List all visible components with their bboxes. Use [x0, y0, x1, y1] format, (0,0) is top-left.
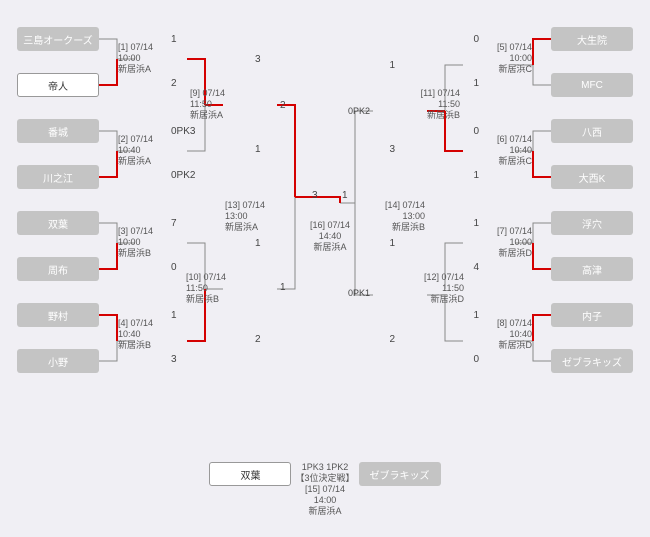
- score: 1: [473, 310, 479, 321]
- match-r12: [12] 07/1411:50新居浜D: [400, 272, 464, 305]
- score: 2: [255, 334, 261, 345]
- score: 2: [171, 78, 177, 89]
- match-r7: [7] 07/1410:00新居浜D: [472, 226, 532, 259]
- score: 1: [389, 238, 395, 249]
- score: 0: [473, 354, 479, 365]
- score: 2: [280, 100, 286, 111]
- team-left-4: 双葉: [17, 211, 99, 235]
- match-l10: [10] 07/1411:50新居浜B: [186, 272, 226, 305]
- team-left-7: 小野: [17, 349, 99, 373]
- team-right-5: 高津: [551, 257, 633, 281]
- score: 7: [171, 218, 177, 229]
- team-left-5: 周布: [17, 257, 99, 281]
- team-right-7: ゼブラキッズ: [551, 349, 633, 373]
- match-r14: [14] 07/1413:00新居浜B: [361, 200, 425, 233]
- team-right-3: 大西K: [551, 165, 633, 189]
- score: 0: [473, 126, 479, 137]
- score: 1: [473, 218, 479, 229]
- team-right-2: 八西: [551, 119, 633, 143]
- match-r5: [5] 07/1410:00新居浜C: [472, 42, 532, 75]
- match-l4: [4] 07/1410:40新居浜B: [118, 318, 153, 351]
- third-team-b: ゼブラキッズ: [359, 462, 441, 486]
- score: 0PK2: [171, 170, 195, 181]
- match-l9: [9] 07/1411:50新居浜A: [190, 88, 225, 121]
- score: 1: [473, 170, 479, 181]
- score: 3: [312, 190, 318, 201]
- score: 0PK2: [348, 106, 370, 116]
- third-team-a: 双葉: [209, 462, 291, 486]
- third-info: 1PK3 1PK2 【3位決定戦】 [15] 07/14 14:00 新居浜A: [295, 462, 354, 517]
- score: 1: [171, 310, 177, 321]
- score: 0PK3: [171, 126, 195, 137]
- team-left-3: 川之江: [17, 165, 99, 189]
- score: 0PK1: [348, 288, 370, 298]
- match-l1: [1] 07/1410:00新居浜A: [118, 42, 153, 75]
- score: 1: [389, 60, 395, 71]
- match-l13: [13] 07/1413:00新居浜A: [225, 200, 265, 233]
- team-left-2: 番城: [17, 119, 99, 143]
- score: 1: [342, 190, 348, 201]
- match-l2: [2] 07/1410:40新居浜A: [118, 134, 153, 167]
- score: 1: [473, 78, 479, 89]
- score: 0: [473, 34, 479, 45]
- match-r11: [11] 07/1411:50新居浜B: [396, 88, 460, 121]
- third-place-section: 双葉 1PK3 1PK2 【3位決定戦】 [15] 07/14 14:00 新居…: [0, 462, 650, 517]
- score: 1: [255, 144, 261, 155]
- match-l3: [3] 07/1410:00新居浜B: [118, 226, 153, 259]
- team-left-0: 三島オークーズ: [17, 27, 99, 51]
- team-left-1: 帝人: [17, 73, 99, 97]
- score: 4: [473, 262, 479, 273]
- team-left-6: 野村: [17, 303, 99, 327]
- team-right-4: 浮穴: [551, 211, 633, 235]
- match-final: [16] 07/1414:40新居浜A: [300, 220, 360, 253]
- score: 1: [280, 282, 286, 293]
- team-right-0: 大生院: [551, 27, 633, 51]
- score: 0: [171, 262, 177, 273]
- score: 3: [171, 354, 177, 365]
- score: 1: [171, 34, 177, 45]
- score: 3: [389, 144, 395, 155]
- match-r6: [6] 07/1410:40新居浜C: [472, 134, 532, 167]
- team-right-1: MFC: [551, 73, 633, 97]
- match-r8: [8] 07/1410:40新居浜D: [472, 318, 532, 351]
- team-right-6: 内子: [551, 303, 633, 327]
- score: 2: [389, 334, 395, 345]
- score: 1: [255, 238, 261, 249]
- score: 3: [255, 54, 261, 65]
